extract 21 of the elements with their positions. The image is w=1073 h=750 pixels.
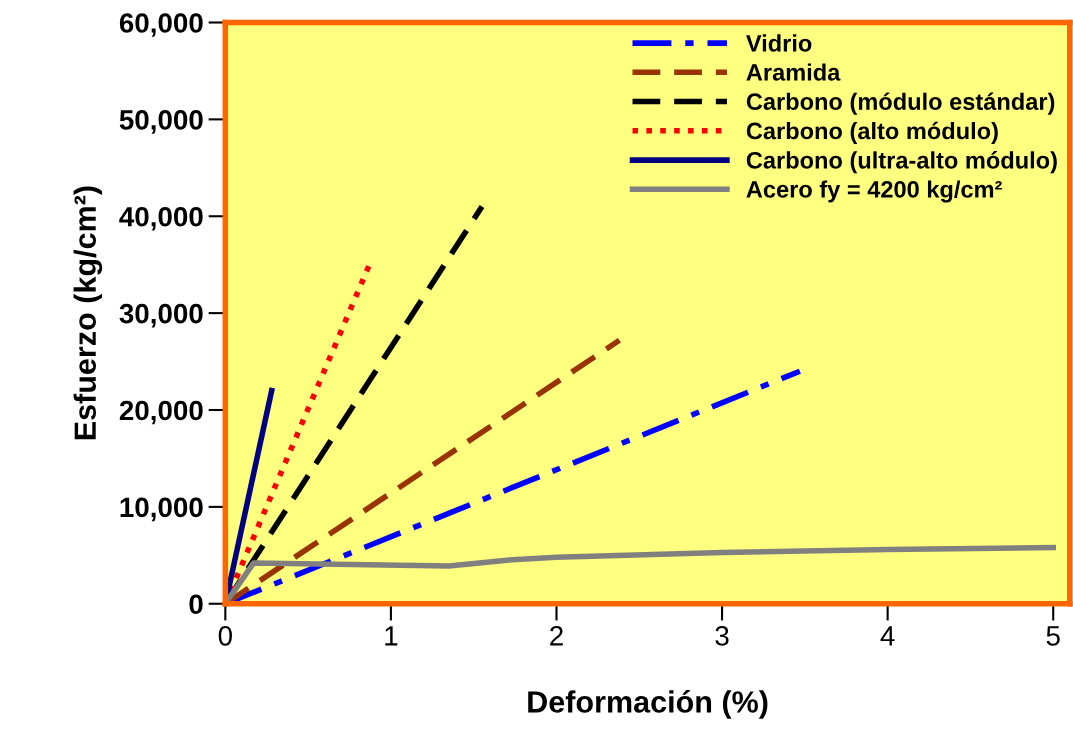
y-tick-label: 0 bbox=[189, 594, 203, 615]
legend-label: Acero fy = 4200 kg/cm² bbox=[746, 180, 1002, 203]
x-tick-label: 2 bbox=[550, 626, 563, 646]
y-tick-label: 40,000 bbox=[119, 206, 203, 231]
y-tick-label: 50,000 bbox=[119, 110, 203, 134]
x-tick-label: 0 bbox=[218, 626, 232, 646]
legend-label: Carbono (alto módulo) bbox=[746, 121, 998, 145]
legend-label: Carbono (módulo estándar) bbox=[746, 92, 1055, 115]
y-axis-title: Esfuerzo (kg/cm²) bbox=[73, 186, 103, 440]
x-tick-label: 1 bbox=[385, 626, 398, 646]
x-tick-label: 3 bbox=[715, 626, 729, 646]
y-tick-label: 20,000 bbox=[119, 400, 203, 425]
y-tick-label: 60,000 bbox=[119, 13, 203, 37]
legend-label: Carbono (ultra-alto módulo) bbox=[746, 151, 1057, 174]
y-tick-label: 10,000 bbox=[120, 497, 203, 522]
legend-label: Aramida bbox=[746, 63, 841, 81]
legend-label: Vidrio bbox=[746, 34, 812, 52]
x-tick-label: 4 bbox=[880, 626, 895, 646]
y-tick-label: 30,000 bbox=[119, 303, 203, 328]
x-axis-title: Deformación (%) bbox=[528, 690, 768, 719]
x-tick-label: 5 bbox=[1046, 626, 1060, 646]
